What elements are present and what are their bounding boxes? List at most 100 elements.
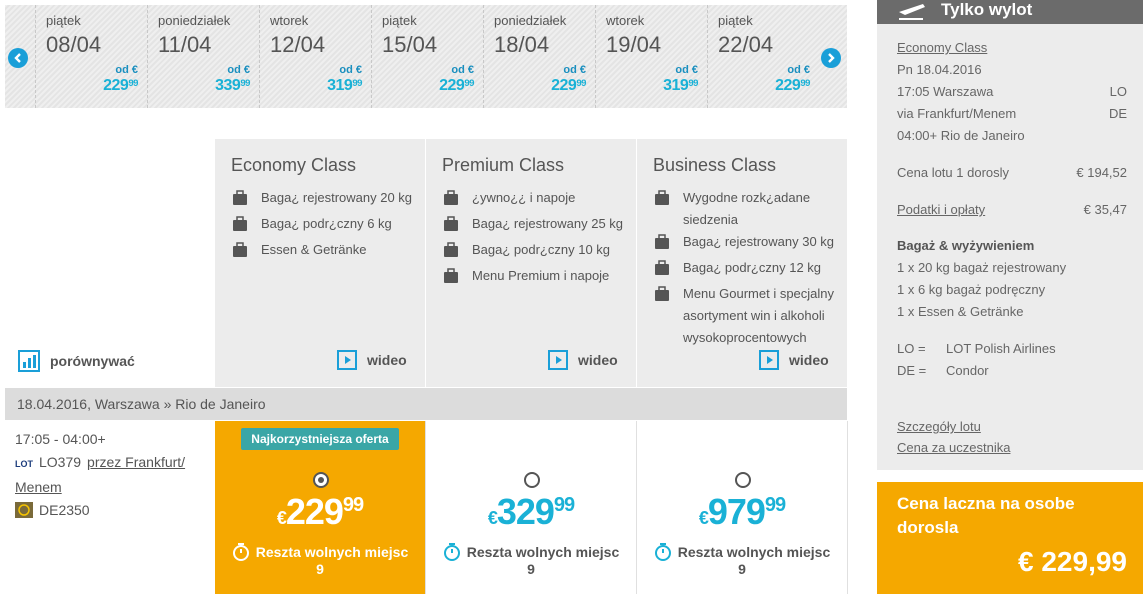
price-cents: 99 [688, 78, 698, 90]
date: 12/04 [270, 32, 325, 58]
icon [654, 543, 672, 561]
currency: € [698, 508, 709, 528]
seats-label: Reszta wolnych miejsc [255, 544, 409, 560]
baggage-item-text: 1 x 6 kg bagaż podręczny [897, 282, 1046, 297]
date-cell[interactable]: poniedziałek 18/04 od €22999 [483, 5, 596, 108]
leg-code-text: LO [1109, 84, 1127, 99]
summary-link[interactable]: Szczegóły lotu [897, 419, 981, 434]
date-cell[interactable]: piątek 22/04 od €22999 [707, 5, 820, 108]
flight-time: 17:05 - 04:00+ [15, 431, 106, 447]
video[interactable]: wideo [759, 350, 829, 370]
radio[interactable] [524, 472, 540, 488]
from: od € [115, 64, 138, 76]
compare[interactable]: porównywać [18, 350, 135, 372]
date-text: 15/04 [382, 32, 438, 57]
date-cell[interactable]: poniedziałek 11/04 od €33999 [147, 5, 260, 108]
date-cell[interactable]: wtorek 19/04 od €31999 [595, 5, 708, 108]
price: 33999 [215, 77, 250, 95]
leg-text: via Frankfurt/Menem [897, 106, 1017, 121]
date-cell[interactable]: piątek 15/04 od €22999 [371, 5, 484, 108]
date-text: 12/04 [270, 32, 326, 57]
seats-row: Reszta wolnych miejsc [215, 543, 425, 561]
icon [443, 543, 461, 561]
seats-label: Reszta wolnych miejsc [466, 544, 620, 560]
weekday: poniedziałek [494, 13, 566, 28]
price-cents: 99 [352, 78, 362, 90]
next-arrow[interactable] [821, 48, 841, 68]
from-text: od € [227, 64, 250, 76]
icon [18, 350, 40, 372]
airline-code: DE = [897, 363, 926, 378]
from-text: od € [675, 64, 698, 76]
video[interactable]: wideo [337, 350, 407, 370]
total-box: Cena laczna na osobe dorosla € 229,99 [877, 482, 1143, 594]
weekday: wtorek [270, 13, 308, 28]
price-main: 319 [663, 77, 689, 94]
price-label-text: Podatki i opłaty [897, 202, 986, 217]
leg: 17:05 Warszawa [897, 84, 993, 99]
summary-link-text: Szczegóły lotu [897, 419, 981, 434]
price-value-text: € 35,47 [1083, 202, 1127, 217]
via-link[interactable]: przez Frankfurt/ Menem [15, 454, 186, 495]
airline-logo: LOT [15, 459, 33, 469]
prev-arrow[interactable] [8, 48, 28, 68]
feature: Menu Premium i napoje [442, 265, 627, 291]
weekday: poniedziałek [158, 13, 230, 28]
summary-link[interactable]: Cena za uczestnika [897, 440, 1010, 455]
feature-text: Baga¿ podr¿czny 12 kg [683, 260, 822, 275]
video[interactable]: wideo [548, 350, 618, 370]
offer[interactable]: €97999 Reszta wolnych miejsc 9 [637, 421, 848, 594]
class-column: Economy Class Baga¿ rejestrowany 20 kg Bag… [215, 139, 425, 387]
feature: Baga¿ podr¿czny 12 kg [653, 257, 838, 283]
icon [653, 231, 683, 257]
feature: Baga¿ podr¿czny 6 kg [231, 213, 416, 239]
class-title: Economy Class [231, 155, 356, 176]
feature-list: ¿ywno¿¿ i napoje Baga¿ rejestrowany 25 kg… [442, 187, 627, 291]
offer-price: €32999 [426, 491, 636, 533]
date-text: 19/04 [606, 32, 662, 57]
radio[interactable] [735, 472, 751, 488]
weekday-text: poniedziałek [158, 13, 231, 28]
icon [15, 502, 33, 518]
from-text: od € [451, 64, 474, 76]
feature-text: Essen & Getränke [261, 242, 367, 257]
price: 31999 [327, 77, 362, 95]
weekday: piątek [46, 13, 81, 28]
price-value: € 35,47 [1084, 202, 1127, 217]
date-cell[interactable]: piątek 08/04 od €22999 [35, 5, 148, 108]
price-main: 329 [496, 491, 555, 532]
date: 19/04 [606, 32, 661, 58]
feature-text: Baga¿ rejestrowany 20 kg [261, 190, 413, 205]
from-text: od € [787, 64, 810, 76]
offer[interactable]: €32999 Reszta wolnych miejsc 9 [426, 421, 637, 594]
seats-label: Reszta wolnych miejsc [677, 544, 831, 560]
offer[interactable]: Najkorzystniejsza oferta €22999 Reszta wol… [215, 421, 426, 594]
feature-list: Wygodne rozk¿adane siedzenia Baga¿ rejest… [653, 187, 838, 349]
price-value: € 194,52 [1076, 165, 1127, 180]
weekday-text: piątek [382, 13, 417, 28]
price: 22999 [103, 77, 138, 95]
icon [442, 187, 472, 213]
class-link[interactable]: Economy Class [897, 40, 987, 55]
price-main: 229 [551, 77, 577, 94]
icon [653, 187, 683, 213]
price: 31999 [663, 77, 698, 95]
price: 22999 [551, 77, 586, 95]
icon [897, 0, 927, 22]
weekday: piątek [718, 13, 753, 28]
baggage-title: Bagaż & wyżywieniem [897, 238, 1034, 253]
date-cell[interactable]: wtorek 12/04 od €31999 [259, 5, 372, 108]
feature-text: Menu Premium i napoje [472, 268, 610, 283]
radio[interactable] [313, 472, 329, 488]
feature: Essen & Getränke [231, 239, 416, 265]
baggage-item-text: 1 x Essen & Getränke [897, 304, 1024, 319]
leg-code-text: DE [1108, 106, 1127, 121]
price: 22999 [439, 77, 474, 95]
price-label[interactable]: Podatki i opłaty [897, 202, 985, 217]
summary-panel: Economy Class Pn 18.04.2016 17:05 Warszawa… [877, 24, 1143, 470]
price-main: 229 [285, 491, 344, 532]
leg-text: 17:05 Warszawa [897, 84, 994, 99]
price-label: Cena lotu 1 dorosly [897, 165, 1009, 180]
from-text: od € [563, 64, 586, 76]
from: od € [675, 64, 698, 76]
